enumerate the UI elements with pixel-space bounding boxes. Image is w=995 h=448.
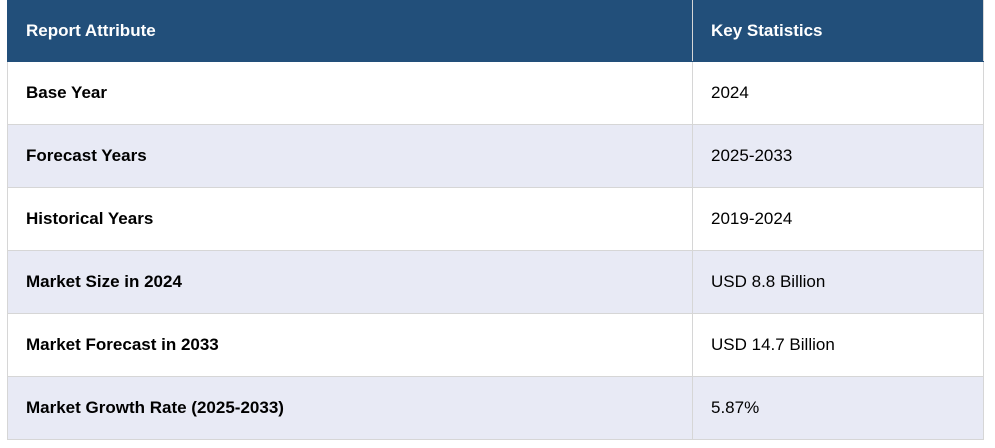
table-row: Forecast Years 2025-2033 <box>7 124 984 188</box>
attribute-cell: Market Forecast in 2033 <box>7 313 693 377</box>
statistic-cell: 2025-2033 <box>692 124 984 188</box>
statistic-cell: USD 14.7 Billion <box>692 313 984 377</box>
statistic-cell: 2019-2024 <box>692 187 984 251</box>
attribute-cell: Historical Years <box>7 187 693 251</box>
header-cell: Report Attribute <box>7 0 693 62</box>
table-row: Historical Years 2019-2024 <box>7 187 984 251</box>
attribute-cell: Market Size in 2024 <box>7 250 693 314</box>
statistic-cell: USD 8.8 Billion <box>692 250 984 314</box>
table-header: Report Attribute Key Statistics <box>7 0 984 62</box>
statistic-cell: 5.87% <box>692 376 984 440</box>
report-table: Report Attribute Key Statistics Base Yea… <box>7 0 984 440</box>
statistic-cell: 2024 <box>692 61 984 125</box>
attribute-cell: Forecast Years <box>7 124 693 188</box>
table-row: Market Forecast in 2033 USD 14.7 Billion <box>7 313 984 377</box>
table-body: Base Year 2024 Forecast Years 2025-2033 Hist… <box>7 61 984 440</box>
header-cell: Key Statistics <box>692 0 984 62</box>
header-row: Report Attribute Key Statistics <box>7 0 984 62</box>
table-row: Market Size in 2024 USD 8.8 Billion <box>7 250 984 314</box>
table-row: Base Year 2024 <box>7 61 984 125</box>
table-row: Market Growth Rate (2025-2033) 5.87% <box>7 376 984 440</box>
attribute-cell: Market Growth Rate (2025-2033) <box>7 376 693 440</box>
attribute-cell: Base Year <box>7 61 693 125</box>
